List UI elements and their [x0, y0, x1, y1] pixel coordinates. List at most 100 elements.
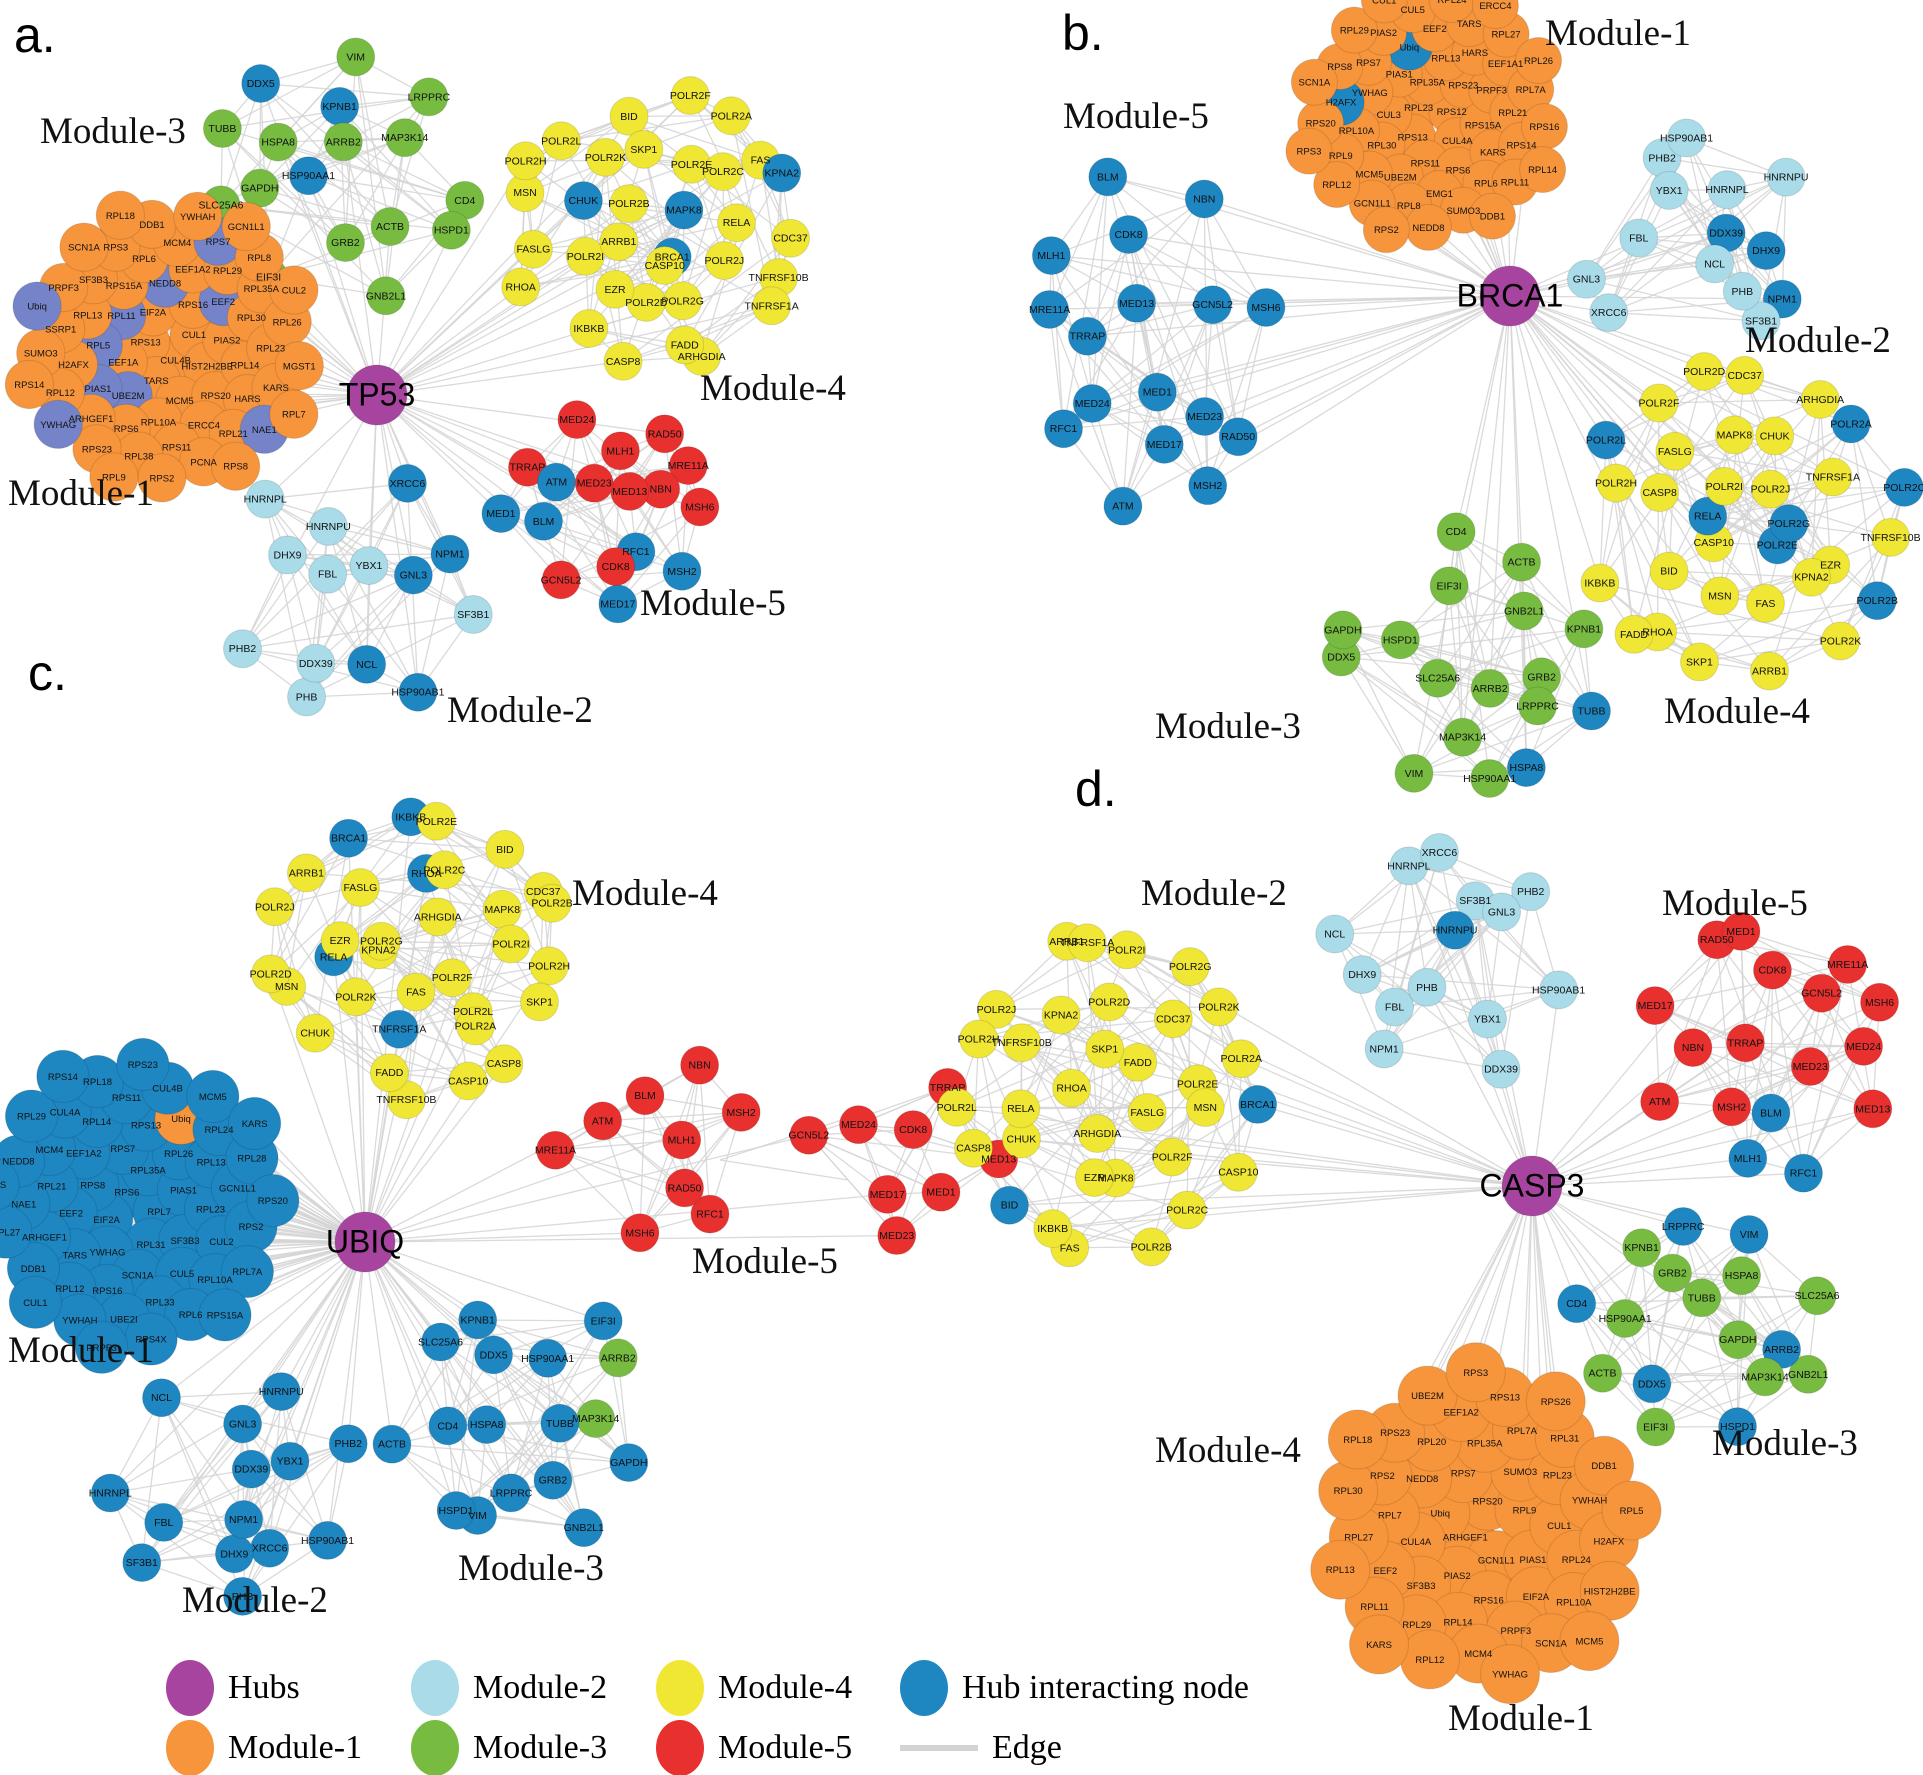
- node-blm[interactable]: [1088, 157, 1128, 197]
- node-cd4[interactable]: [428, 1406, 468, 1446]
- node-gnl3[interactable]: [223, 1404, 263, 1444]
- node-rpl7[interactable]: [269, 389, 319, 439]
- node-casp8[interactable]: [484, 1044, 524, 1084]
- node-arhgdia[interactable]: [1077, 1114, 1117, 1154]
- node-polr2i[interactable]: [1107, 930, 1147, 970]
- node-fadd[interactable]: [369, 1053, 409, 1093]
- node-hars[interactable]: [0, 1158, 20, 1211]
- node-polr2g[interactable]: [1170, 947, 1210, 987]
- node-lrpprc[interactable]: [1663, 1206, 1703, 1246]
- node-polr2a[interactable]: [711, 96, 751, 136]
- node-rpl5[interactable]: [1601, 1480, 1662, 1541]
- node-polr2k[interactable]: [336, 977, 376, 1017]
- node-hsp90ab1[interactable]: [1667, 118, 1707, 158]
- node-fadd[interactable]: [665, 325, 705, 365]
- node-hsp90aa1[interactable]: [1470, 758, 1510, 798]
- node-polr2b[interactable]: [532, 883, 572, 923]
- node-cdk8[interactable]: [1752, 950, 1792, 990]
- node-rpl18[interactable]: [95, 190, 145, 240]
- node-med1[interactable]: [481, 494, 521, 534]
- node-med23[interactable]: [1790, 1047, 1830, 1087]
- node-atm[interactable]: [1103, 486, 1143, 526]
- node-casp10[interactable]: [1218, 1152, 1258, 1192]
- node-polr2a[interactable]: [455, 1006, 495, 1046]
- node-hsp90ab1[interactable]: [308, 1520, 348, 1560]
- node-skp1[interactable]: [624, 129, 664, 169]
- node-brca1[interactable]: [329, 818, 369, 858]
- node-rpl18[interactable]: [1327, 1409, 1388, 1470]
- node-vim[interactable]: [336, 37, 376, 77]
- node-map3k14[interactable]: [1443, 717, 1483, 757]
- node-rps26[interactable]: [1525, 1371, 1586, 1432]
- node-kpna2[interactable]: [1792, 557, 1832, 597]
- node-kpnb1[interactable]: [458, 1300, 498, 1340]
- node-polr2g[interactable]: [1769, 504, 1809, 544]
- node-trrap[interactable]: [1067, 316, 1107, 356]
- node-scn1a[interactable]: [1290, 58, 1338, 106]
- node-gnl3[interactable]: [1566, 259, 1606, 299]
- node-med23[interactable]: [877, 1216, 917, 1256]
- node-msh2[interactable]: [662, 551, 702, 591]
- node-ube2m[interactable]: [1397, 1365, 1458, 1426]
- node-sf3b1[interactable]: [122, 1543, 162, 1583]
- node-tubb[interactable]: [1682, 1278, 1722, 1318]
- node-cdc37[interactable]: [1725, 355, 1765, 395]
- node-polr2h[interactable]: [1596, 463, 1636, 503]
- node-skp1[interactable]: [519, 982, 559, 1022]
- node-med1[interactable]: [1721, 911, 1761, 951]
- node-fadd[interactable]: [1118, 1042, 1158, 1082]
- node-polr2j[interactable]: [1750, 469, 1790, 509]
- node-casp8[interactable]: [603, 341, 643, 381]
- node-lrpprc[interactable]: [491, 1473, 531, 1513]
- node-bid[interactable]: [989, 1185, 1029, 1225]
- node-hspa8[interactable]: [467, 1405, 507, 1445]
- node-rpl7a[interactable]: [220, 1244, 274, 1299]
- node-casp8[interactable]: [1640, 473, 1680, 513]
- node-med24[interactable]: [1844, 1026, 1884, 1066]
- node-rfc1[interactable]: [1783, 1153, 1823, 1193]
- node-msh6[interactable]: [1860, 982, 1900, 1022]
- node-med23[interactable]: [574, 463, 614, 503]
- node-hnrnpu[interactable]: [1435, 910, 1475, 950]
- node-hsp90aa1[interactable]: [288, 156, 328, 196]
- node-polr2j[interactable]: [704, 241, 744, 281]
- node-ikbkb[interactable]: [1033, 1209, 1073, 1249]
- node-mapk8[interactable]: [664, 190, 704, 230]
- node-mapk8[interactable]: [1714, 415, 1754, 455]
- node-ezr[interactable]: [320, 921, 360, 961]
- node-polr2j[interactable]: [976, 989, 1016, 1029]
- node-phb[interactable]: [1407, 967, 1447, 1007]
- node-dhx9[interactable]: [1342, 955, 1382, 995]
- node-polr2i[interactable]: [565, 236, 605, 276]
- node-med17[interactable]: [1635, 986, 1675, 1026]
- node-ywhag[interactable]: [33, 399, 83, 449]
- node-gcn5l2[interactable]: [1193, 285, 1233, 325]
- node-ddx5[interactable]: [241, 63, 281, 103]
- node-ybx1[interactable]: [349, 546, 389, 586]
- node-rpl14[interactable]: [1519, 146, 1567, 194]
- node-polr2c[interactable]: [1167, 1190, 1207, 1230]
- node-atm[interactable]: [1640, 1082, 1680, 1122]
- node-gnb2l1[interactable]: [366, 276, 406, 316]
- node-ywhag[interactable]: [1480, 1644, 1541, 1705]
- node-grb2[interactable]: [325, 223, 365, 263]
- node-polr2d[interactable]: [1684, 351, 1724, 391]
- node-tnfrsf1a[interactable]: [1813, 457, 1853, 497]
- node-med1[interactable]: [1137, 372, 1177, 412]
- node-mgst1[interactable]: [274, 341, 324, 391]
- node-brca1[interactable]: [1238, 1084, 1278, 1124]
- node-casp8[interactable]: [953, 1128, 993, 1168]
- node-polr2h[interactable]: [959, 1019, 999, 1059]
- node-kars[interactable]: [1349, 1614, 1410, 1675]
- node-mre11a[interactable]: [1828, 944, 1868, 984]
- node-polr2f[interactable]: [670, 76, 710, 116]
- node-faslg[interactable]: [1127, 1092, 1167, 1132]
- node-xrcc6[interactable]: [1419, 832, 1459, 872]
- node-hspd1[interactable]: [1380, 620, 1420, 660]
- node-ybx1[interactable]: [1649, 170, 1689, 210]
- node-cul2[interactable]: [269, 265, 319, 315]
- node-actb[interactable]: [1502, 542, 1542, 582]
- node-rps23[interactable]: [116, 1037, 170, 1092]
- node-polr2i[interactable]: [1704, 466, 1744, 506]
- node-kpna2[interactable]: [762, 153, 802, 193]
